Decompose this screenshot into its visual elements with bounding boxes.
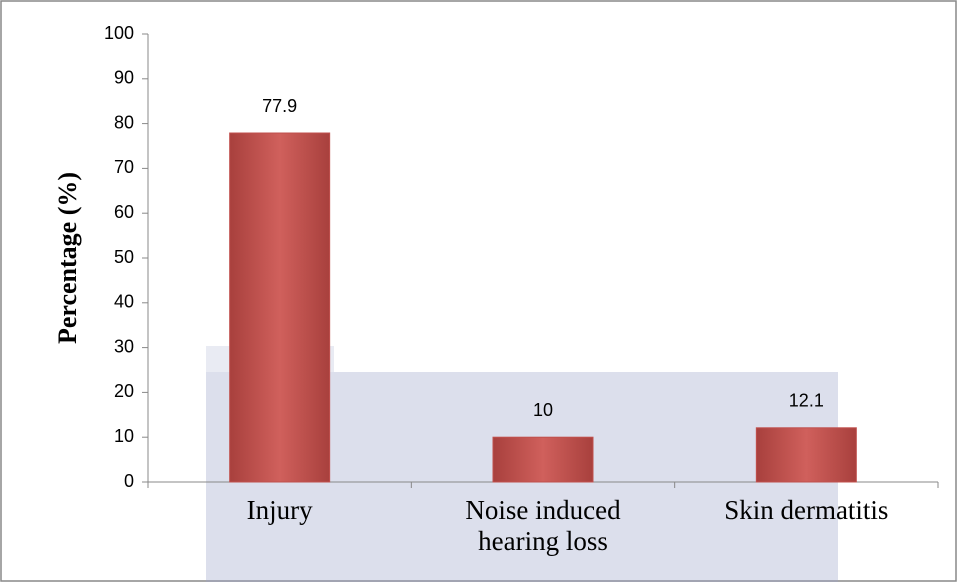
x-tick-label: Skin dermatitis [724,495,889,525]
x-tick-label: Injury [246,495,313,525]
y-tick-label: 10 [114,426,134,446]
y-tick-label: 50 [114,247,134,267]
bar [755,427,857,483]
y-tick-label: 30 [114,336,134,356]
value-label: 12.1 [789,391,824,411]
bar [229,132,331,483]
y-tick-label: 0 [124,471,134,491]
y-tick-label: 90 [114,68,134,88]
value-label: 10 [533,400,553,420]
value-label: 77.9 [262,96,297,116]
y-tick-label: 80 [114,112,134,132]
y-tick-label: 100 [104,23,134,43]
y-tick-label: 40 [114,292,134,312]
y-axis-label: Percentage (%) [53,172,82,344]
bar [492,436,594,483]
y-tick-label: 70 [114,157,134,177]
y-tick-label: 60 [114,202,134,222]
x-tick-label: Noise induced hearing loss [465,495,621,556]
y-tick-label: 20 [114,381,134,401]
